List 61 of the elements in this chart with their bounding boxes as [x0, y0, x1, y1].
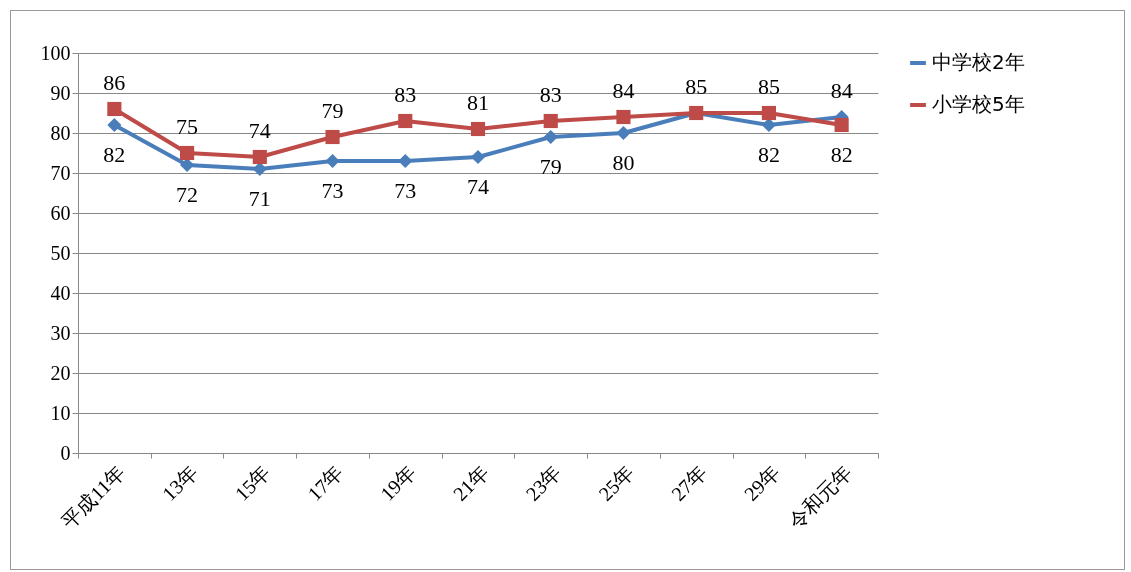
point — [761, 105, 776, 121]
y-tick-label: 10 — [50, 401, 71, 424]
data-label: 83 — [394, 82, 417, 107]
data-label: 72 — [176, 182, 199, 207]
point — [325, 129, 340, 145]
x-tick-label: 平成11年 — [57, 461, 130, 533]
y-tick-label: 30 — [50, 321, 71, 344]
point — [107, 117, 122, 133]
x-tick-label: 21年 — [448, 461, 493, 505]
data-label: 83 — [539, 82, 562, 107]
y-tick-label: 80 — [50, 121, 71, 144]
data-label: 73 — [394, 178, 417, 203]
x-tick-label: 29年 — [739, 461, 784, 505]
y-tick-label: 0 — [60, 441, 71, 464]
point — [834, 117, 849, 133]
data-label: 85 — [685, 74, 708, 99]
y-tick-label: 60 — [50, 201, 71, 224]
point — [616, 125, 631, 141]
data-label: 71 — [248, 186, 271, 211]
data-label: 79 — [539, 154, 562, 179]
data-label: 82 — [757, 142, 780, 167]
data-label: 79 — [321, 98, 344, 123]
point — [180, 145, 195, 161]
point — [543, 113, 558, 129]
point — [398, 153, 413, 169]
data-label: 74 — [248, 118, 271, 143]
y-tick-label: 50 — [50, 241, 71, 264]
point — [107, 101, 122, 117]
x-tick-label: 17年 — [303, 461, 348, 505]
y-tick-label: 20 — [50, 361, 71, 384]
x-tick-label: 25年 — [594, 461, 639, 505]
point — [325, 153, 340, 169]
x-tick-label: 令和元年 — [784, 461, 857, 534]
y-tick-label: 70 — [50, 161, 71, 184]
y-tick-label: 90 — [50, 81, 71, 104]
data-label: 81 — [467, 90, 489, 115]
data-label: 82 — [103, 142, 126, 167]
data-label: 73 — [321, 178, 344, 203]
x-tick-label: 27年 — [666, 461, 711, 505]
y-tick-label: 100 — [40, 41, 71, 64]
legend-label: 小学校5年 — [932, 92, 1025, 116]
point — [398, 113, 413, 129]
point — [543, 129, 558, 145]
y-tick-label: 40 — [50, 281, 71, 304]
data-label: 82 — [830, 142, 853, 167]
point — [470, 149, 486, 165]
data-label: 84 — [612, 78, 635, 103]
point — [252, 149, 267, 165]
data-label: 84 — [830, 78, 853, 103]
x-tick-label: 15年 — [230, 461, 275, 505]
x-tick-label: 23年 — [521, 461, 566, 505]
data-label: 85 — [757, 74, 780, 99]
point — [616, 109, 631, 125]
point — [470, 121, 486, 137]
data-label: 74 — [467, 174, 489, 199]
data-label: 80 — [612, 150, 635, 175]
data-label: 86 — [103, 70, 126, 95]
x-tick-label: 13年 — [157, 461, 202, 505]
legend-label: 中学校2年 — [932, 50, 1025, 74]
x-tick-label: 19年 — [376, 461, 420, 505]
data-label: 75 — [176, 114, 199, 139]
